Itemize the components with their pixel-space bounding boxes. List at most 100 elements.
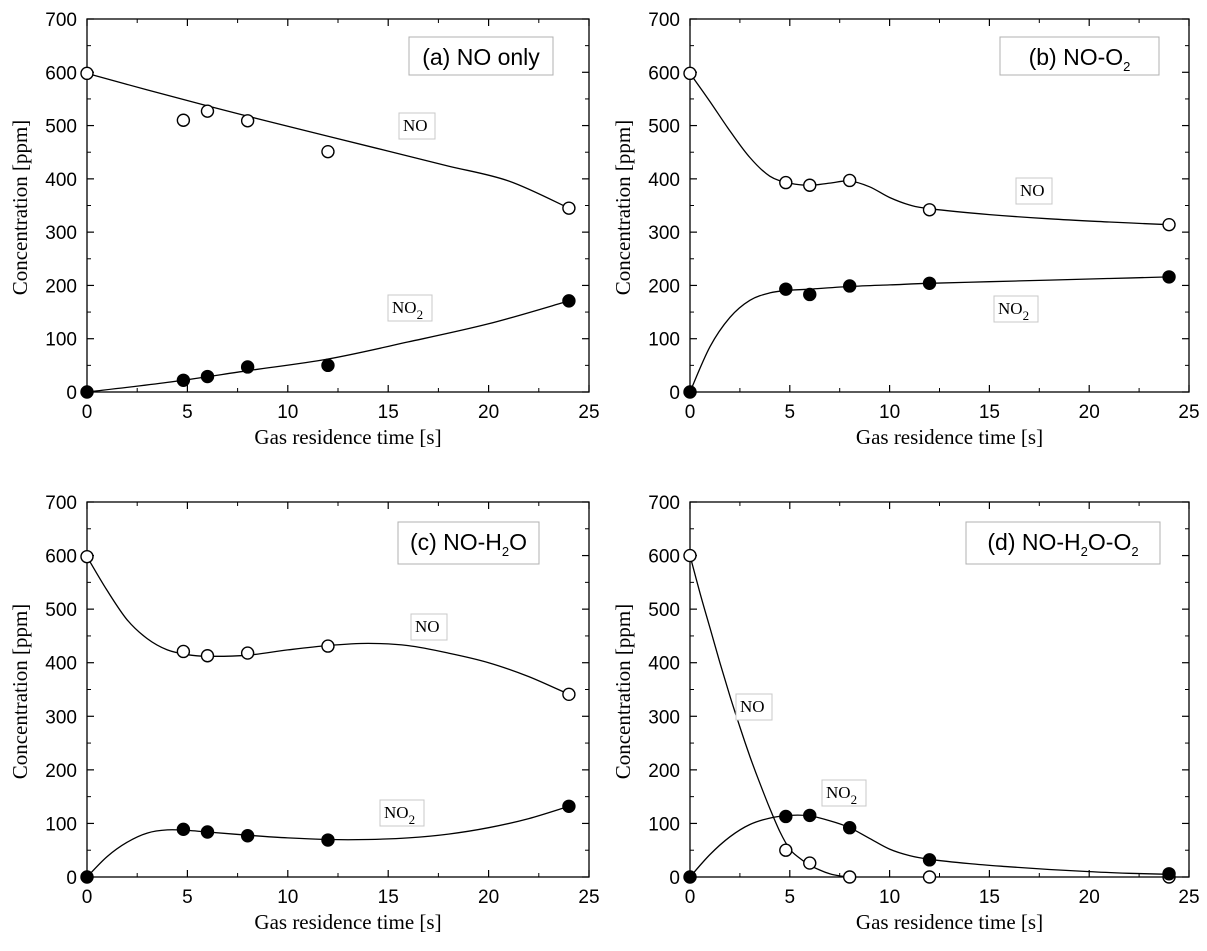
panel-title: (d) NO-H2O-O2 (987, 529, 1138, 559)
data-point-no (240, 114, 255, 128)
x-tick-label: 25 (578, 887, 599, 908)
data-point-no2 (240, 360, 255, 374)
y-tick-label: 200 (648, 276, 680, 297)
y-axis-title: Concentration [ppm] (611, 120, 635, 296)
y-tick-label: 0 (669, 383, 680, 404)
panel-a: 0 100 200 300 400 500 600 700 0 5 10 15 20 25 Gas resi… (8, 10, 600, 449)
series-label-box (410, 613, 448, 641)
data-point-no (80, 66, 94, 81)
data-point-no (176, 644, 191, 659)
y-tick-label: 500 (648, 117, 680, 138)
x-axis-title: Gas residence time [s] (856, 910, 1043, 934)
series-label-box (387, 294, 433, 322)
data-point-no2 (842, 279, 857, 293)
x-tick-label: 5 (182, 887, 193, 908)
series-label-no2: NO2 (384, 803, 415, 827)
data-point-no (779, 175, 793, 190)
data-point-no2 (1162, 867, 1176, 881)
y-tick-label: 600 (648, 547, 680, 568)
x-tick-label: 10 (277, 402, 298, 423)
series-label-box (993, 295, 1039, 323)
data-point-no (200, 104, 215, 118)
y-tick-label: 300 (45, 223, 77, 244)
data-point-no (922, 870, 937, 884)
series-label-no: NO (403, 116, 428, 135)
data-point-no (842, 173, 857, 188)
data-point-no (1162, 217, 1176, 232)
fit-curve-no (86, 72, 570, 209)
data-point-no (803, 178, 817, 192)
y-axis-title: Concentration [ppm] (8, 604, 32, 780)
y-axis-title: Concentration [ppm] (8, 120, 32, 296)
y-tick-label: 200 (45, 276, 77, 297)
data-point-no2 (321, 358, 335, 373)
series-label-no2: NO2 (826, 783, 857, 807)
data-point-no2 (1162, 270, 1176, 284)
x-tick-label: 25 (578, 402, 599, 423)
series-label-no2: NO2 (392, 298, 423, 322)
data-point-no2 (779, 282, 793, 296)
x-tick-label: 5 (785, 887, 796, 908)
y-tick-label: 700 (45, 493, 77, 514)
x-tick-label: 20 (1079, 887, 1100, 908)
x-tick-label: 10 (277, 887, 298, 908)
x-tick-label: 25 (1178, 402, 1199, 423)
x-tick-label: 10 (879, 887, 900, 908)
panel-c: 0 100 200 300 400 500 600 700 0 5 10 15 20 25 Gas resi… (8, 493, 600, 934)
series-label-no: NO (415, 617, 440, 636)
panel-b: 0 100 200 300 400 500 600 700 0 5 10 15 20 25 Gas resi… (611, 10, 1200, 449)
data-point-no2 (176, 373, 191, 387)
series-label-no: NO (740, 697, 765, 716)
x-tick-label: 5 (785, 402, 796, 423)
data-point-no2 (683, 870, 697, 884)
series-label-box (1015, 177, 1053, 205)
fit-curve-no2 (689, 814, 1170, 878)
x-tick-label: 15 (378, 887, 399, 908)
data-point-no2 (200, 825, 215, 839)
data-point-no (562, 201, 576, 215)
x-tick-label: 15 (979, 887, 1000, 908)
y-tick-label: 200 (648, 761, 680, 782)
y-tick-label: 300 (648, 223, 680, 244)
data-point-no2 (562, 799, 576, 813)
data-point-no2 (80, 870, 94, 884)
y-axis-title: Concentration [ppm] (611, 604, 635, 780)
y-tick-label: 600 (648, 63, 680, 84)
x-tick-label: 0 (82, 887, 93, 908)
data-point-no2 (922, 853, 937, 867)
x-axis-title: Gas residence time [s] (254, 910, 441, 934)
data-point-no2 (80, 385, 94, 399)
y-tick-label: 500 (45, 600, 77, 621)
series-label-box (821, 779, 867, 807)
y-tick-label: 500 (648, 600, 680, 621)
x-tick-label: 5 (182, 402, 193, 423)
x-tick-label: 0 (685, 402, 696, 423)
y-tick-label: 700 (648, 10, 680, 31)
x-tick-label: 0 (82, 402, 93, 423)
data-point-no2 (842, 821, 857, 835)
y-tick-label: 700 (648, 493, 680, 514)
x-tick-label: 0 (685, 887, 696, 908)
y-tick-label: 600 (45, 63, 77, 84)
data-point-no2 (321, 833, 335, 847)
x-axis-title: Gas residence time [s] (856, 425, 1043, 449)
y-tick-label: 300 (648, 707, 680, 728)
series-label-box (398, 112, 436, 140)
data-point-no2 (200, 369, 215, 384)
fit-curve-no (86, 556, 570, 695)
data-point-no (200, 649, 215, 663)
data-point-no (240, 646, 255, 660)
data-point-no (80, 549, 94, 564)
data-point-no (683, 548, 697, 563)
x-tick-label: 20 (478, 887, 499, 908)
panel-title: (b) NO-O2 (1029, 44, 1131, 74)
data-point-no2 (779, 809, 793, 824)
x-tick-label: 15 (979, 402, 1000, 423)
x-tick-label: 10 (879, 402, 900, 423)
data-point-no2 (922, 276, 937, 290)
fit-curve-no (689, 73, 1170, 226)
x-tick-label: 25 (1178, 887, 1199, 908)
data-point-no2 (683, 385, 697, 399)
